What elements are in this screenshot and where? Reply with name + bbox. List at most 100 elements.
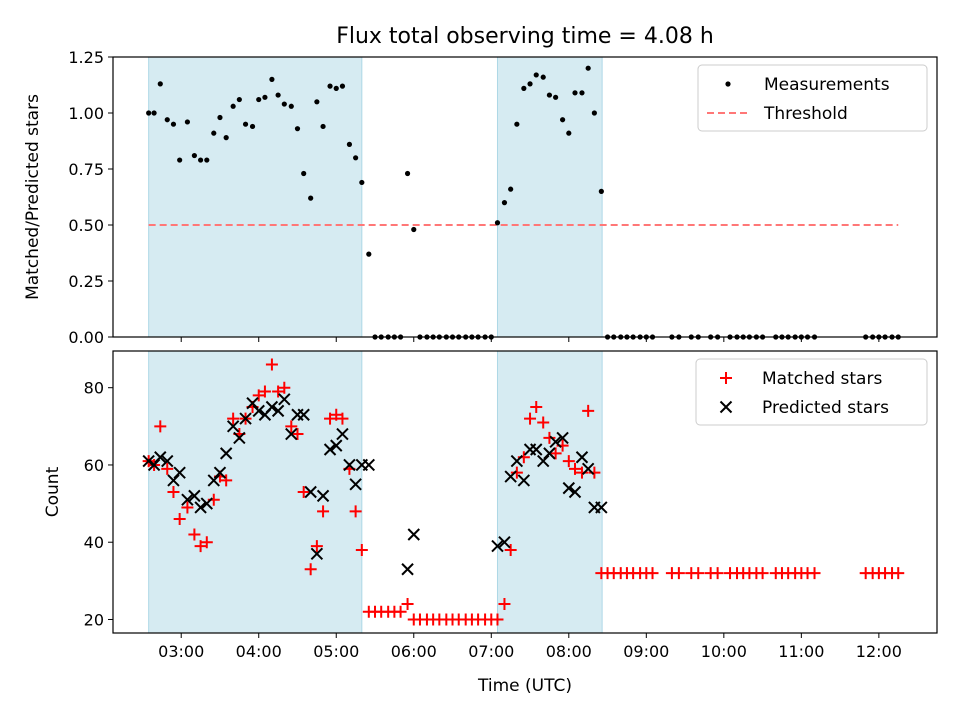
predicted-point bbox=[271, 404, 285, 418]
top-ytick-label: 1.00 bbox=[68, 104, 104, 123]
top-ylabel: Matched/Predicted stars bbox=[23, 94, 43, 300]
matched-point bbox=[808, 567, 821, 580]
xtick-label: 08:00 bbox=[546, 642, 592, 661]
measurement-point bbox=[494, 220, 501, 226]
predicted-point bbox=[362, 458, 376, 472]
xtick-label: 10:00 bbox=[701, 642, 747, 661]
xtick-label: 06:00 bbox=[391, 642, 437, 661]
matched-point bbox=[504, 543, 517, 556]
matched-point bbox=[265, 358, 278, 371]
predicted-point bbox=[167, 474, 180, 487]
measurement-point bbox=[339, 83, 346, 89]
matched-point bbox=[355, 543, 368, 556]
matched-point bbox=[692, 567, 705, 580]
measurement-point bbox=[598, 188, 604, 194]
measurement-point bbox=[294, 126, 301, 132]
measurement-point bbox=[262, 94, 268, 100]
predicted-point bbox=[401, 563, 414, 576]
top-ytick-label: 0.00 bbox=[68, 328, 104, 347]
predicted-point bbox=[147, 458, 161, 472]
matched-point bbox=[491, 613, 504, 626]
predicted-point bbox=[142, 454, 155, 468]
top-shaded-window-2 bbox=[496, 56, 603, 338]
predicted-point bbox=[595, 501, 608, 514]
measurement-point bbox=[359, 179, 365, 186]
measurement-point bbox=[151, 110, 157, 116]
measurement-point bbox=[256, 96, 262, 103]
measurement-point bbox=[211, 130, 217, 136]
legend-predicted-marker bbox=[719, 400, 733, 414]
matched-point bbox=[537, 416, 550, 429]
measurement-point bbox=[308, 195, 314, 201]
top-shaded-window-1 bbox=[148, 56, 363, 338]
predicted-point bbox=[517, 474, 531, 487]
matched-point bbox=[304, 563, 317, 576]
predicted-point bbox=[226, 420, 240, 433]
predicted-point bbox=[213, 466, 227, 479]
predicted-point bbox=[556, 431, 569, 445]
matched-point bbox=[588, 466, 601, 479]
xtick-label: 11:00 bbox=[778, 642, 824, 661]
matched-point bbox=[498, 598, 511, 611]
bottom-shaded-window-1 bbox=[148, 350, 363, 634]
matched-point bbox=[324, 412, 337, 425]
measurement-point bbox=[230, 103, 236, 109]
predicted-point bbox=[219, 447, 233, 460]
bottom-panel: 20 40 60 80 03:00 04:00 05:00 06:00 07:00 08:00 09… bbox=[43, 350, 938, 696]
measurement-point bbox=[184, 119, 191, 125]
predicted-point bbox=[200, 497, 214, 510]
measurement-point bbox=[320, 123, 326, 130]
predicted-point bbox=[316, 489, 330, 503]
predicted-point bbox=[562, 481, 576, 495]
measurement-point bbox=[223, 135, 229, 141]
matched-point bbox=[220, 474, 233, 487]
predicted-point bbox=[498, 536, 511, 549]
measurement-point bbox=[521, 85, 527, 91]
predicted-point bbox=[581, 462, 595, 476]
predicted-point bbox=[188, 489, 201, 503]
xlabel: Time (UTC) bbox=[477, 676, 572, 696]
measurement-point bbox=[501, 200, 508, 206]
matched-point bbox=[278, 381, 291, 394]
matched-point bbox=[892, 567, 905, 580]
measurement-point bbox=[275, 92, 281, 98]
measurement-point bbox=[314, 99, 320, 105]
measurement-point bbox=[553, 94, 559, 100]
bottom-legend-box bbox=[695, 358, 928, 426]
xtick-label: 09:00 bbox=[623, 642, 669, 661]
measurement-point bbox=[281, 101, 287, 107]
matched-point bbox=[167, 486, 180, 498]
measurement-point bbox=[204, 157, 210, 163]
top-legend: Measurements Threshold bbox=[697, 64, 928, 132]
measurement-point bbox=[170, 121, 177, 127]
predicted-point bbox=[491, 539, 504, 553]
measurement-point bbox=[508, 186, 514, 192]
measurement-point bbox=[540, 74, 546, 80]
legend-measurement-marker bbox=[725, 81, 731, 87]
bottom-ytick-label: 80 bbox=[84, 379, 104, 398]
matched-point bbox=[252, 389, 265, 402]
top-legend-box bbox=[697, 64, 928, 132]
bottom-legend-label-1: Matched stars bbox=[762, 369, 882, 389]
predicted-point bbox=[154, 451, 167, 464]
matched-point bbox=[297, 486, 310, 498]
measurement-point bbox=[157, 81, 163, 87]
top-ytick-label: 0.50 bbox=[68, 216, 104, 235]
predicted-point bbox=[407, 528, 420, 541]
matched-point bbox=[173, 513, 186, 526]
matched-point bbox=[510, 466, 523, 479]
predicted-point bbox=[549, 435, 562, 448]
matched-point bbox=[336, 412, 349, 425]
matched-point bbox=[562, 455, 575, 468]
bottom-legend: Matched stars Predicted stars bbox=[695, 358, 928, 426]
measurement-point bbox=[411, 226, 417, 233]
predicted-point bbox=[336, 427, 349, 441]
measurement-point bbox=[146, 110, 152, 116]
matched-point bbox=[711, 567, 724, 580]
xtick-label: 04:00 bbox=[236, 642, 282, 661]
matched-point bbox=[401, 598, 414, 611]
matched-point bbox=[575, 466, 588, 479]
bottom-ytick-label: 40 bbox=[84, 533, 104, 552]
measurement-point bbox=[346, 141, 353, 147]
matched-point bbox=[394, 605, 407, 618]
